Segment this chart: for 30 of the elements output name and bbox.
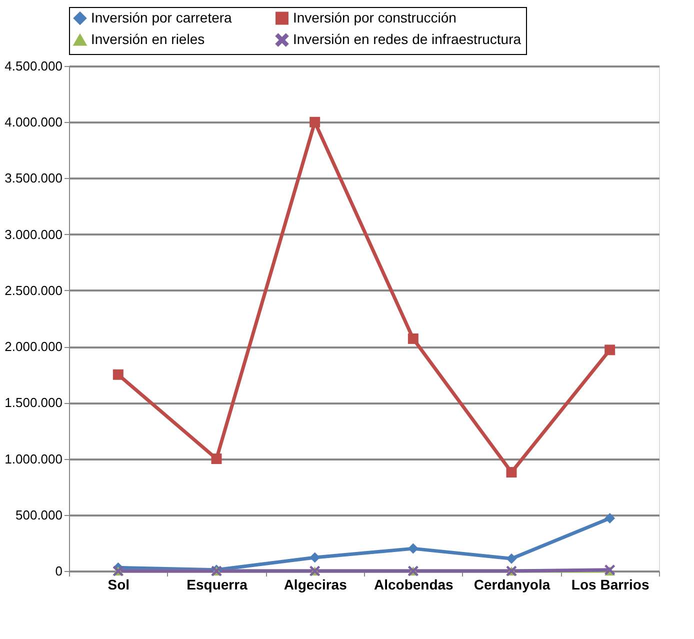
legend-label: Inversión en rieles [91, 31, 205, 47]
legend-label: Inversión por carretera [91, 9, 232, 26]
x-tick-label: Alcobendas [374, 576, 454, 592]
point [408, 333, 418, 344]
y-tick-label: 2.500.000 [4, 282, 62, 298]
point [310, 116, 320, 128]
point [506, 467, 517, 478]
point [211, 454, 222, 464]
legend-label: Inversión por construcción [293, 9, 456, 26]
y-tick-label: 500.000 [16, 507, 62, 522]
y-tick-label: 2.000.000 [4, 339, 62, 354]
legend-label: Inversión en redes de infraestructura [293, 31, 522, 47]
y-tick-label: 4.500.000 [4, 58, 62, 74]
x-tick-label: Cerdanyola [474, 576, 550, 592]
x-tick-label: Esquerra [186, 576, 248, 592]
x-tick-label: Los Barrios [571, 576, 650, 592]
y-tick-label: 1.500.000 [4, 395, 62, 410]
point [310, 552, 320, 563]
point [506, 553, 517, 564]
x-tick-label: Algeciras [284, 576, 348, 592]
point [408, 543, 418, 554]
y-tick-label: 0 [55, 564, 62, 578]
y-tick-label: 4.000.000 [4, 114, 62, 130]
point [112, 369, 124, 380]
point [604, 513, 616, 524]
y-tick-label: 1.000.000 [4, 451, 62, 466]
point [604, 344, 616, 356]
y-tick-label: 3.500.000 [4, 170, 62, 186]
x-tick-label: Sol [108, 576, 130, 592]
y-tick-label: 3.000.000 [4, 226, 62, 242]
